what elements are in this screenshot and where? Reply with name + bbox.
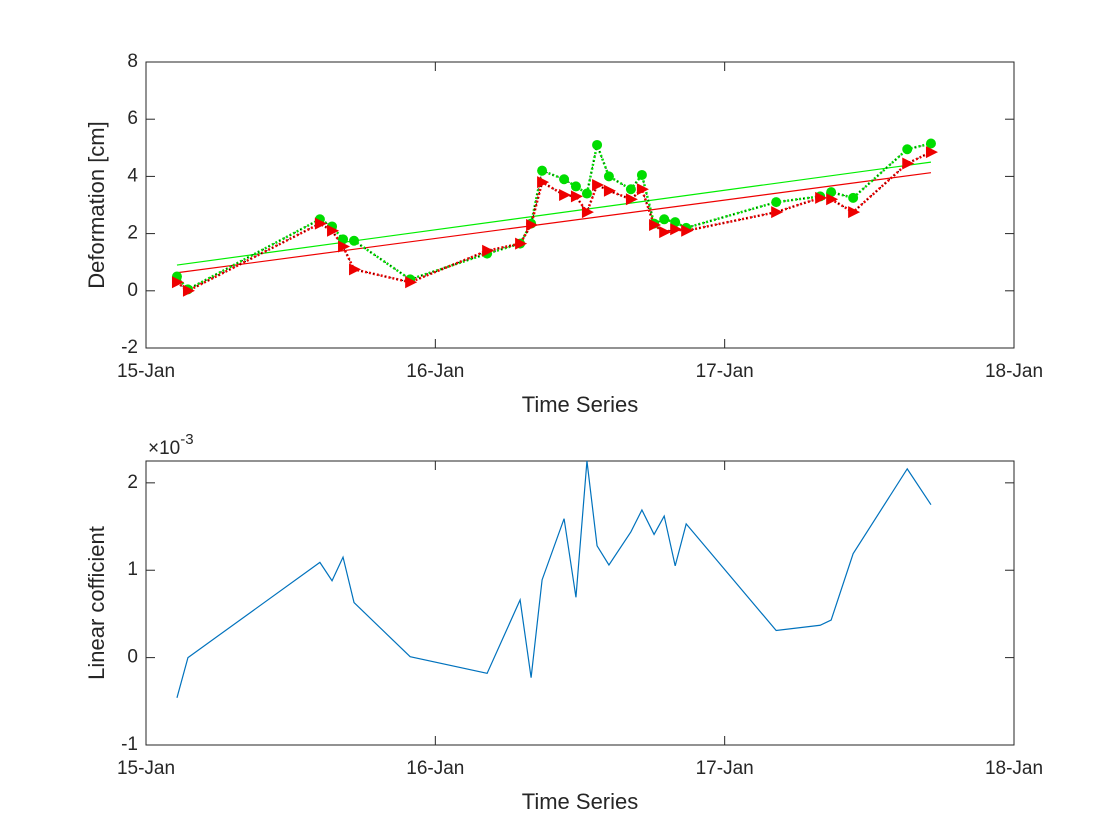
point [592, 139, 603, 150]
point [570, 181, 581, 192]
point [559, 174, 570, 185]
point [338, 240, 351, 253]
point [405, 276, 418, 289]
y-tick-label: 2 [127, 223, 138, 244]
x-tick-label: 15-Jan [117, 361, 175, 382]
point [515, 237, 528, 250]
point [482, 244, 495, 257]
y-tick-label: 4 [127, 165, 138, 186]
x-tick-label: 16-Jan [406, 758, 464, 779]
point [182, 284, 195, 297]
point [625, 193, 638, 206]
point [537, 165, 548, 176]
y-axis-label: Deformation [cm] [84, 121, 109, 289]
point [537, 176, 550, 189]
point [559, 188, 572, 201]
series-line [176, 150, 932, 293]
point [826, 193, 839, 206]
point [902, 144, 913, 155]
point [848, 206, 861, 219]
point [636, 183, 649, 196]
multiplier-base: ×10 [148, 438, 180, 459]
x-tick-label: 15-Jan [117, 758, 175, 779]
y-tick-label: 6 [127, 108, 138, 129]
point [526, 219, 539, 232]
point [592, 178, 605, 191]
x-axis-label: Time Series [522, 392, 639, 417]
point [659, 214, 670, 225]
point [670, 223, 683, 236]
point [771, 197, 782, 208]
y-tick-label: -1 [121, 734, 138, 755]
point [925, 146, 938, 159]
point [349, 263, 362, 276]
point [570, 190, 583, 203]
point [581, 206, 594, 219]
point [581, 188, 592, 199]
y-tick-label: -2 [121, 337, 138, 358]
point [815, 191, 828, 204]
point [603, 171, 614, 182]
point [636, 169, 647, 180]
y-tick-label: 1 [127, 559, 138, 580]
x-tick-label: 17-Jan [696, 758, 754, 779]
axes-box [145, 61, 1015, 349]
point [902, 157, 915, 170]
multiplier-exponent: -3 [180, 431, 193, 448]
point [327, 224, 340, 237]
point [603, 184, 616, 197]
axis-multiplier: ×10-3 [148, 431, 194, 459]
point [771, 206, 784, 219]
y-tick-label: 0 [127, 647, 138, 668]
point [625, 184, 636, 195]
point [314, 217, 327, 230]
x-axis-label: Time Series [522, 789, 639, 814]
point [681, 224, 694, 237]
point [349, 235, 360, 246]
series-line [176, 140, 932, 291]
series-line [176, 172, 932, 274]
y-tick-label: 0 [127, 280, 138, 301]
y-tick-label: 8 [127, 51, 138, 72]
y-axis-label: Linear cofficient [84, 526, 109, 680]
axes-box [145, 460, 1015, 746]
y-tick-label: 2 [127, 472, 138, 493]
point [649, 219, 662, 232]
point [659, 226, 672, 239]
x-tick-label: 17-Jan [696, 361, 754, 382]
x-tick-label: 18-Jan [985, 361, 1043, 382]
x-tick-label: 18-Jan [985, 758, 1043, 779]
point [171, 276, 184, 289]
point [848, 192, 859, 203]
point [925, 138, 936, 149]
series-line [176, 460, 932, 698]
series-line [176, 161, 932, 266]
x-tick-label: 16-Jan [406, 361, 464, 382]
